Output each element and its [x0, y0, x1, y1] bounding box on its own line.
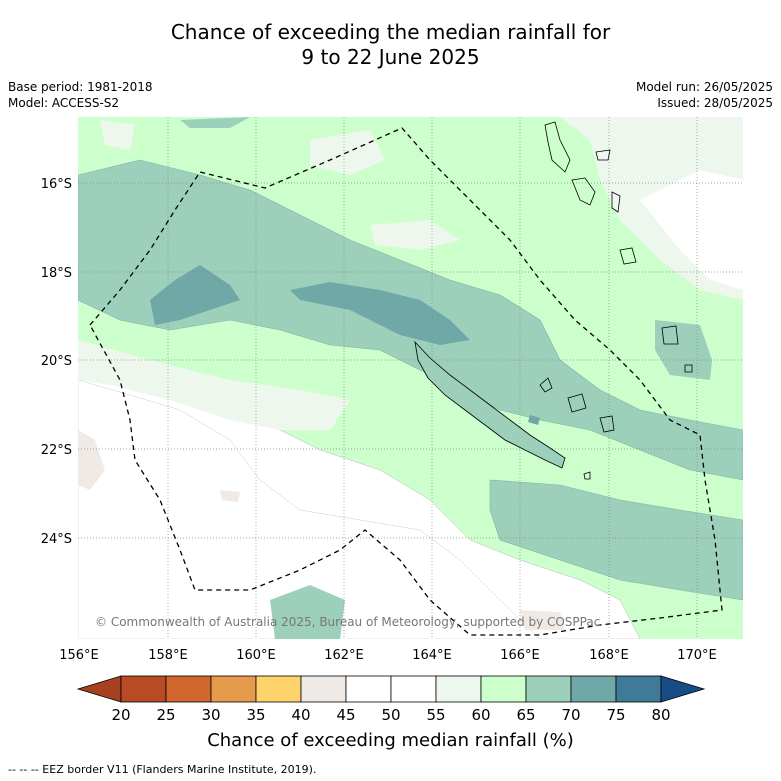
colorbar-swatch-65-70	[526, 676, 571, 702]
colorbar-tick-70: 70	[561, 706, 580, 724]
colorbar-swatch-60-65	[481, 676, 526, 702]
lat-label-24s: 24°S	[41, 532, 72, 547]
lat-label-18s: 18°S	[41, 266, 72, 281]
lon-label-164e: 164°E	[412, 648, 452, 663]
colorbar-tick-80: 80	[651, 706, 670, 724]
lat-label-16s: 16°S	[41, 177, 72, 192]
colorbar-tick-65: 65	[516, 706, 535, 724]
colorbar-tick-30: 30	[201, 706, 220, 724]
lon-label-166e: 166°E	[500, 648, 540, 663]
lon-label-158e: 158°E	[148, 648, 188, 663]
lon-label-160e: 160°E	[236, 648, 276, 663]
copyright-notice: © Commonwealth of Australia 2025, Bureau…	[95, 615, 600, 629]
colorbar-tick-75: 75	[606, 706, 625, 724]
colorbar-swatch-50-55	[391, 676, 436, 702]
colorbar-swatch-70-75	[571, 676, 616, 702]
lon-label-170e: 170°E	[677, 648, 717, 663]
colorbar-swatch-35-40	[256, 676, 301, 702]
lon-label-156e: 156°E	[59, 648, 99, 663]
colorbar	[78, 676, 704, 702]
latitude-labels: 16°S 18°S 20°S 22°S 24°S	[41, 177, 72, 547]
colorbar-tick-50: 50	[381, 706, 400, 724]
lat-label-22s: 22°S	[41, 443, 72, 458]
map-figure: © Commonwealth of Australia 2025, Bureau…	[0, 0, 781, 781]
lon-label-168e: 168°E	[589, 648, 629, 663]
longitude-labels: 156°E 158°E 160°E 162°E 164°E 166°E 168°…	[59, 648, 717, 663]
colorbar-tick-45: 45	[336, 706, 355, 724]
colorbar-swatch-40-45	[301, 676, 346, 702]
colorbar-swatch-30-35	[211, 676, 256, 702]
eez-legend: -- -- -- EEZ border V11 (Flanders Marine…	[8, 763, 316, 776]
colorbar-arrow-low	[78, 676, 121, 702]
colorbar-arrow-high	[661, 676, 704, 702]
colorbar-swatch-45-50	[346, 676, 391, 702]
colorbar-tick-25: 25	[156, 706, 175, 724]
colorbar-swatch-55-60	[436, 676, 481, 702]
colorbar-tick-labels: 20 25 30 35 40 45 50 55 60 65 70 75 80	[111, 706, 670, 724]
colorbar-title: Chance of exceeding median rainfall (%)	[0, 730, 781, 751]
colorbar-tick-40: 40	[291, 706, 310, 724]
map-plot-area: © Commonwealth of Australia 2025, Bureau…	[78, 117, 743, 639]
colorbar-swatch-20-25	[121, 676, 166, 702]
lon-label-162e: 162°E	[324, 648, 364, 663]
colorbar-swatch-75-80	[616, 676, 661, 702]
colorbar-tick-20: 20	[111, 706, 130, 724]
lat-label-20s: 20°S	[41, 354, 72, 369]
colorbar-swatch-25-30	[166, 676, 211, 702]
colorbar-tick-55: 55	[426, 706, 445, 724]
colorbar-tick-60: 60	[471, 706, 490, 724]
colorbar-tick-35: 35	[246, 706, 265, 724]
